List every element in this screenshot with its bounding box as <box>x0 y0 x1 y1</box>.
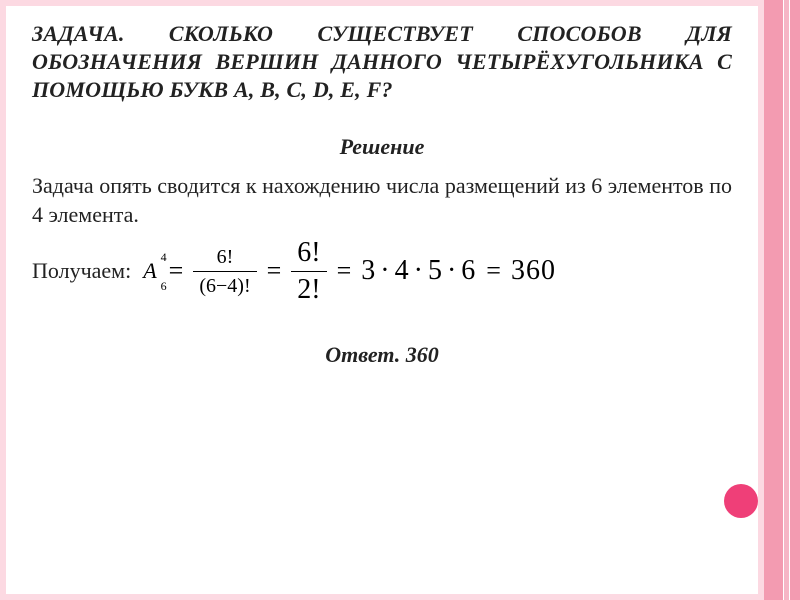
equals-1: = <box>167 256 186 286</box>
slide-canvas: ЗАДАЧА. СКОЛЬКО СУЩЕСТВУЕТ СПОСОБОВ ДЛЯ … <box>0 0 800 600</box>
fraction-2: 6! 2! <box>291 237 326 306</box>
fraction-2-den: 2! <box>291 274 326 306</box>
factor-2: 4 <box>395 255 410 286</box>
dot-icon: · <box>443 255 461 286</box>
fraction-1: 6! (6−4)! <box>193 245 256 298</box>
lhs-subscript: 6 <box>161 279 167 294</box>
equals-4: = <box>484 256 503 286</box>
fraction-2-num: 6! <box>291 237 326 269</box>
decor-stripe-mid <box>784 0 789 600</box>
lhs-superscript: 4 <box>161 250 167 265</box>
problem-statement: ЗАДАЧА. СКОЛЬКО СУЩЕСТВУЕТ СПОСОБОВ ДЛЯ … <box>32 20 732 104</box>
equals-3: = <box>335 256 354 286</box>
formula: A 4 6 = 6! (6−4)! = 6! 2! <box>143 237 556 306</box>
fraction-1-bar <box>193 271 256 272</box>
formula-row: Получаем: A 4 6 = 6! (6−4)! = <box>32 237 732 306</box>
answer-value: 360 <box>406 342 439 367</box>
formula-result: 360 <box>511 255 556 287</box>
solution-body: Задача опять сводится к нахождению числа… <box>32 172 732 228</box>
answer-label: Ответ. <box>325 342 400 367</box>
fraction-1-den: (6−4)! <box>193 274 256 298</box>
factor-4: 6 <box>461 255 476 286</box>
decor-stripe-dark <box>764 0 783 600</box>
solution-heading: Решение <box>32 134 732 160</box>
lhs-symbol: A <box>143 258 156 283</box>
product-expansion: 3·4·5·6 <box>361 255 476 287</box>
formula-lead: Получаем: <box>32 258 135 284</box>
equals-2: = <box>265 256 284 286</box>
formula-lhs: A 4 6 <box>143 258 158 284</box>
content-area: ЗАДАЧА. СКОЛЬКО СУЩЕСТВУЕТ СПОСОБОВ ДЛЯ … <box>6 6 758 594</box>
fraction-1-num: 6! <box>211 245 240 269</box>
decor-stripe-edge <box>790 0 800 600</box>
factor-1: 3 <box>361 255 376 286</box>
pager-dot[interactable] <box>724 484 758 518</box>
fraction-2-bar <box>291 271 326 272</box>
content-frame: ЗАДАЧА. СКОЛЬКО СУЩЕСТВУЕТ СПОСОБОВ ДЛЯ … <box>0 0 764 600</box>
dot-icon: · <box>410 255 428 286</box>
dot-icon: · <box>376 255 394 286</box>
factor-3: 5 <box>428 255 443 286</box>
answer-line: Ответ. 360 <box>32 342 732 368</box>
